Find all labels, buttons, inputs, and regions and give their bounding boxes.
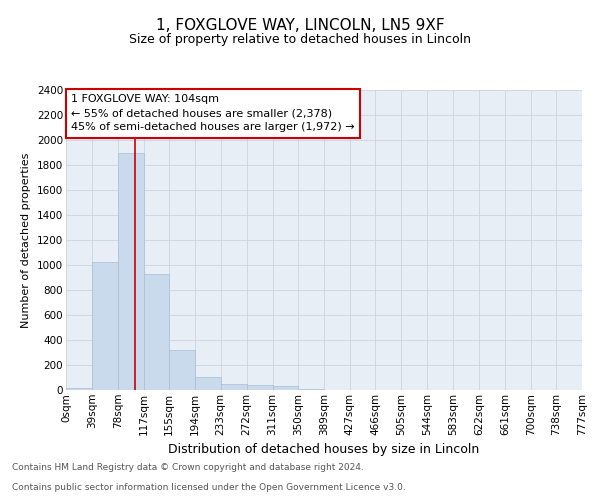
Bar: [143, 274, 169, 390]
X-axis label: Distribution of detached houses by size in Lincoln: Distribution of detached houses by size …: [169, 443, 479, 456]
Bar: [221, 384, 247, 390]
Y-axis label: Number of detached properties: Number of detached properties: [22, 152, 31, 328]
Bar: [298, 389, 325, 390]
Text: 1 FOXGLOVE WAY: 104sqm
← 55% of detached houses are smaller (2,378)
45% of semi-: 1 FOXGLOVE WAY: 104sqm ← 55% of detached…: [71, 94, 355, 132]
Bar: [66, 388, 92, 390]
Bar: [195, 377, 221, 390]
Bar: [118, 152, 143, 390]
Text: Contains HM Land Registry data © Crown copyright and database right 2024.: Contains HM Land Registry data © Crown c…: [12, 464, 364, 472]
Bar: [92, 262, 118, 390]
Text: 1, FOXGLOVE WAY, LINCOLN, LN5 9XF: 1, FOXGLOVE WAY, LINCOLN, LN5 9XF: [155, 18, 445, 32]
Bar: [169, 350, 195, 390]
Bar: [247, 385, 272, 390]
Text: Contains public sector information licensed under the Open Government Licence v3: Contains public sector information licen…: [12, 484, 406, 492]
Text: Size of property relative to detached houses in Lincoln: Size of property relative to detached ho…: [129, 32, 471, 46]
Bar: [272, 386, 298, 390]
